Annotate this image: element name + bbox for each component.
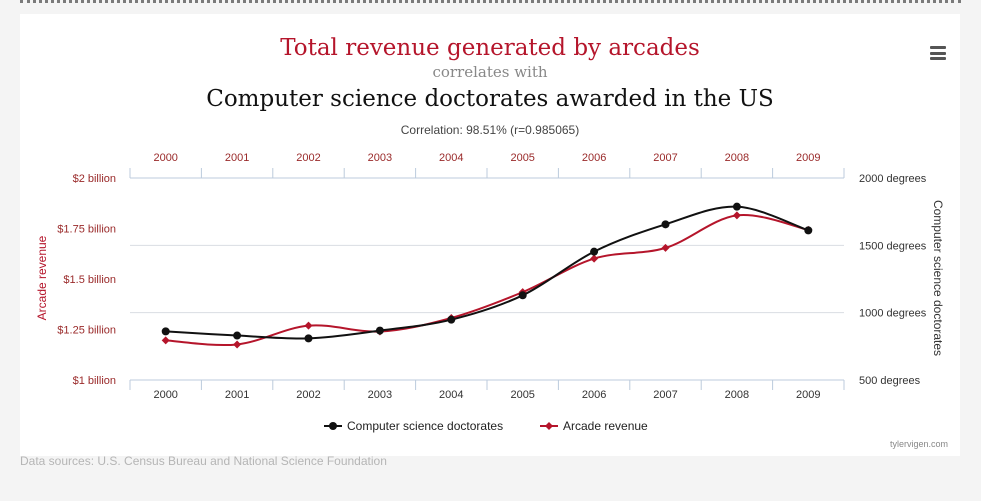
bottom-x-tick-label: 2009 <box>796 389 820 401</box>
y-right-tick-label: 1500 degrees <box>859 240 927 252</box>
bottom-x-tick-label: 2008 <box>725 389 749 401</box>
chart-menu-button[interactable] <box>930 46 946 60</box>
correlation-text: Correlation: 98.51% (r=0.985065) <box>401 123 579 137</box>
top-x-tick-label: 2007 <box>653 152 677 164</box>
arcade-revenue-point <box>161 336 170 345</box>
top-x-tick-label: 2009 <box>796 152 820 164</box>
bottom-x-tick-label: 2001 <box>225 389 249 401</box>
menu-bar-icon <box>930 46 946 49</box>
arcade-revenue-point <box>732 211 741 220</box>
bottom-x-tick-label: 2006 <box>582 389 606 401</box>
legend-arcade-marker <box>545 422 553 430</box>
doctorates-point <box>233 331 242 340</box>
legend-doctorates-marker <box>329 422 337 430</box>
y-left-tick-label: $1.25 billion <box>57 325 116 337</box>
bottom-x-tick-label: 2002 <box>296 389 320 401</box>
top-x-tick-label: 2000 <box>153 152 177 164</box>
chart-card <box>20 14 960 456</box>
doctorates-point <box>161 327 170 336</box>
doctorates-line <box>165 205 809 340</box>
doctorates-point <box>304 334 313 343</box>
top-x-tick-label: 2008 <box>725 152 749 164</box>
top-x-tick-label: 2004 <box>439 152 463 164</box>
bottom-x-tick-label: 2005 <box>510 389 534 401</box>
y-left-tick-label: $2 billion <box>73 173 116 185</box>
arcade-revenue-point <box>233 340 242 349</box>
arcade-revenue-point <box>304 321 313 330</box>
y-left-axis-title: Arcade revenue <box>35 235 49 320</box>
y-right-tick-label: 1000 degrees <box>859 308 927 320</box>
doctorates-point <box>732 202 741 211</box>
arcade-revenue-point <box>590 254 599 263</box>
data-sources: Data sources: U.S. Census Bureau and Nat… <box>20 454 387 468</box>
bottom-x-tick-label: 2004 <box>439 389 463 401</box>
y-left-tick-label: $1 billion <box>73 375 116 387</box>
y-right-axis-title: Computer science doctorates <box>931 200 945 356</box>
arcade-revenue-line <box>165 214 809 347</box>
doctorates-point <box>661 220 670 229</box>
top-x-tick-label: 2003 <box>368 152 392 164</box>
doctorates-point <box>804 226 813 235</box>
doctorates-point <box>518 291 527 300</box>
y-right-tick-label: 2000 degrees <box>859 173 927 185</box>
bottom-x-tick-label: 2000 <box>153 389 177 401</box>
top-x-tick-label: 2006 <box>582 152 606 164</box>
bottom-x-tick-label: 2007 <box>653 389 677 401</box>
doctorates-point <box>447 315 456 324</box>
credit-text: tylervigen.com <box>890 439 948 449</box>
doctorates-point <box>590 247 599 256</box>
top-dotted-border <box>20 0 961 3</box>
legend-doctorates-label: Computer science doctorates <box>347 419 503 433</box>
chart-connector: correlates with <box>432 63 547 81</box>
doctorates-point <box>375 326 384 335</box>
chart-subtitle: Computer science doctorates awarded in t… <box>206 86 774 112</box>
chart-title: Total revenue generated by arcades <box>280 35 700 61</box>
menu-bar-icon <box>930 51 946 55</box>
y-right-tick-label: 500 degrees <box>859 375 921 387</box>
y-left-tick-label: $1.5 billion <box>63 274 116 286</box>
menu-bar-icon <box>930 57 946 60</box>
arcade-revenue-point <box>661 243 670 252</box>
top-x-tick-label: 2001 <box>225 152 249 164</box>
top-x-tick-label: 2005 <box>510 152 534 164</box>
y-left-tick-label: $1.75 billion <box>57 224 116 236</box>
legend-arcade-label: Arcade revenue <box>563 419 648 433</box>
top-x-tick-label: 2002 <box>296 152 320 164</box>
bottom-x-tick-label: 2003 <box>368 389 392 401</box>
